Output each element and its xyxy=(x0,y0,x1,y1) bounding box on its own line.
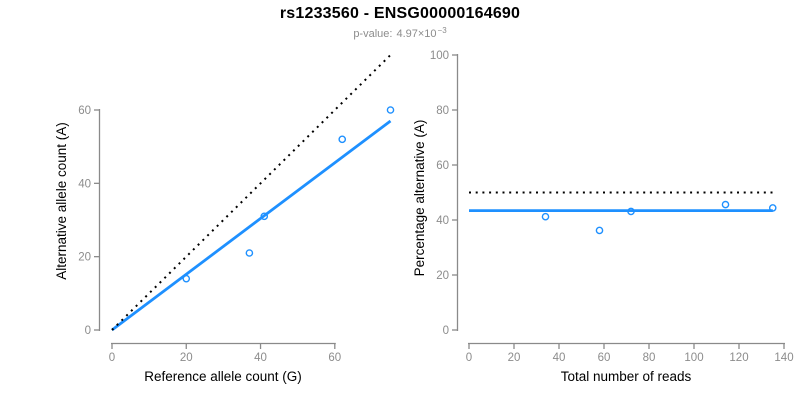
figure-title: rs1233560 - ENSG00000164690 xyxy=(279,5,521,22)
plot-percentage-vs-reads: 0 20 40 60 80 100 120 140 0 20 40 60 80 100 Total numb… xyxy=(412,50,794,384)
x-tick-label: 120 xyxy=(729,352,748,364)
identity-line xyxy=(111,54,392,331)
data-point xyxy=(182,274,191,283)
pvalue-multiplier: ×10 xyxy=(417,28,437,40)
x-axis-title: Reference allele count (G) xyxy=(144,369,302,384)
data-point xyxy=(541,212,550,221)
y-tick-label: 80 xyxy=(436,105,449,117)
x-tick-label: 0 xyxy=(109,352,115,364)
y-axis-title: Percentage alternative (A) xyxy=(412,120,427,277)
x-tick-label: 0 xyxy=(466,352,472,364)
pvalue-label: p-value: xyxy=(353,28,393,40)
x-tick-label: 40 xyxy=(254,352,267,364)
data-point xyxy=(245,249,254,257)
y-tick-label: 0 xyxy=(443,325,449,337)
data-point xyxy=(627,207,635,216)
y-tick-label: 100 xyxy=(430,50,449,62)
y-axis-title: Alternative allele count (A) xyxy=(54,122,69,280)
y-tick-label: 20 xyxy=(78,252,91,264)
x-tick-label: 100 xyxy=(684,352,703,364)
pvalue-mantissa: 4.97 xyxy=(396,28,418,40)
data-point xyxy=(721,200,730,209)
x-tick-label: 80 xyxy=(643,352,656,364)
data-point xyxy=(595,226,604,235)
data-point xyxy=(260,212,269,221)
x-tick-label: 60 xyxy=(328,352,341,364)
y-tick-label: 40 xyxy=(436,215,449,227)
pvalue-exponent: −3 xyxy=(437,26,447,35)
x-tick-label: 40 xyxy=(553,352,566,364)
y-tick-label: 60 xyxy=(436,160,449,172)
x-tick-label: 20 xyxy=(508,352,521,364)
data-point xyxy=(768,204,777,212)
regression-line xyxy=(111,119,392,332)
x-tick-label: 60 xyxy=(598,352,611,364)
y-tick-label: 60 xyxy=(78,105,91,117)
pvalue-subtitle: p-value: 4.97×10−3 xyxy=(0,26,800,40)
y-tick-label: 20 xyxy=(436,270,449,282)
x-axis-title: Total number of reads xyxy=(561,369,692,384)
x-tick-label: 20 xyxy=(180,352,193,364)
x-tick-label: 140 xyxy=(774,352,793,364)
y-tick-label: 40 xyxy=(78,178,91,190)
plot-allele-counts: 0 20 40 60 0 20 40 60 Reference allele count (G)… xyxy=(54,54,395,384)
data-point xyxy=(386,106,395,114)
data-point xyxy=(338,135,347,144)
y-tick-label: 0 xyxy=(85,325,91,337)
